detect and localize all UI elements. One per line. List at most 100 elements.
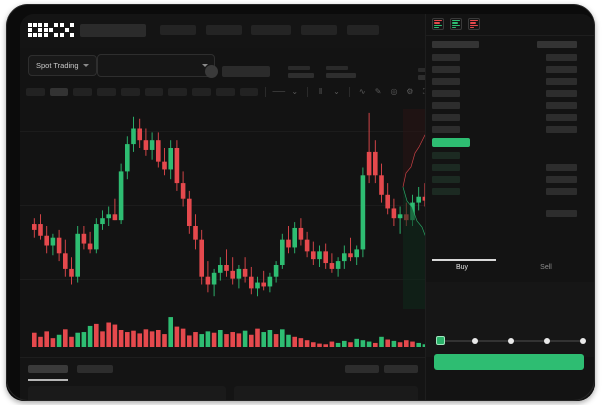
order-field-amount[interactable]	[426, 307, 595, 333]
orderbook-bid-row-2-price[interactable]	[432, 164, 460, 171]
market-type-label: Spot Trading	[36, 61, 79, 70]
ticker-stat-2-value	[326, 73, 356, 78]
chart-gridline-2	[20, 205, 425, 206]
timeframe-button-5[interactable]	[120, 87, 140, 96]
orderbook-ask-row-3-price[interactable]	[432, 78, 460, 85]
orderbook-last-price-row	[432, 138, 470, 147]
trading-pair-select[interactable]	[97, 54, 215, 77]
timeframe-button-3[interactable]	[73, 87, 93, 96]
chart-gridline-3	[20, 279, 425, 280]
orderbook-view-modes	[432, 18, 480, 30]
timeframe-button-9[interactable]	[215, 87, 235, 96]
orderbook-mode-both-icon[interactable]	[432, 18, 444, 30]
chevron-down-icon	[82, 64, 89, 67]
orderbook-ask-row-3-total	[546, 78, 577, 85]
nav-item-1[interactable]	[160, 25, 196, 35]
orderbook-ask-row-6-total	[546, 114, 577, 121]
orders-tab-1[interactable]	[28, 365, 68, 373]
order-form-tabs: Buy Sell	[426, 259, 595, 281]
orderbook-ask-row-2-price[interactable]	[432, 66, 460, 73]
orderbook-bid-row-3-total	[546, 176, 577, 183]
orders-box-1[interactable]	[28, 386, 226, 401]
indicators-icon[interactable]: ⸺	[272, 87, 286, 96]
orders-panel	[20, 357, 425, 401]
order-form-tab-underline	[432, 259, 496, 261]
orderbook-bid-row-1-price[interactable]	[432, 152, 460, 159]
chart-type-icon[interactable]: ‖	[318, 87, 323, 96]
orderbook-ask-row-6-price[interactable]	[432, 114, 460, 121]
orderbook-ask-row-7-price[interactable]	[432, 126, 460, 133]
orderbook-footer-value	[546, 210, 577, 217]
volume-histogram	[32, 317, 425, 347]
okx-logo-x	[60, 23, 74, 37]
orderbook-bid-row-2-total	[546, 164, 577, 171]
order-field-price[interactable]	[426, 282, 595, 308]
orderbook-mode-asks-icon[interactable]	[468, 18, 480, 30]
global-search-input[interactable]	[80, 24, 146, 37]
orders-action-2[interactable]	[384, 365, 418, 373]
slider-stop-25[interactable]	[472, 337, 478, 344]
tab-sell[interactable]: Sell	[540, 264, 552, 271]
toolbar-divider-1	[265, 86, 267, 97]
order-field-total[interactable]	[426, 332, 595, 357]
orderbook-ask-row-1-price[interactable]	[432, 54, 460, 61]
ticker-stat-1-label	[288, 66, 310, 70]
slider-stop-75[interactable]	[544, 337, 550, 344]
okx-logo-k	[44, 23, 58, 37]
timeframe-button-10[interactable]	[239, 87, 259, 96]
timeframe-button-1[interactable]	[26, 87, 45, 96]
market-depth-overlay	[402, 109, 425, 309]
orderbook-ask-row-1-total	[546, 54, 577, 61]
orders-tab-underline	[28, 379, 68, 381]
line-tool-icon[interactable]: ∿	[358, 87, 366, 96]
orderbook-bid-row-4-total	[546, 188, 577, 195]
submit-buy-button[interactable]	[434, 354, 584, 370]
slider-stop-100[interactable]	[580, 337, 586, 344]
chart-toolbar: ⸺ ⌄ ‖ ⌄ ∿ ✎ ◎ ⚙ ⛶	[20, 82, 431, 102]
order-amount-slider[interactable]	[436, 336, 586, 346]
market-type-dropdown[interactable]: Spot Trading	[28, 55, 97, 76]
okx-logo[interactable]	[28, 23, 74, 37]
nav-item-5[interactable]	[347, 25, 379, 35]
pencil-icon[interactable]: ✎	[374, 87, 382, 96]
alert-icon[interactable]: ◎	[390, 87, 398, 96]
toolbar-divider-3	[348, 86, 350, 97]
orderbook-bid-row-4-price[interactable]	[432, 188, 460, 195]
orders-action-1[interactable]	[345, 365, 379, 373]
timeframe-button-4[interactable]	[97, 87, 116, 96]
orderbook-ask-row-4-total	[546, 90, 577, 97]
timeframe-button-6[interactable]	[144, 87, 164, 96]
timeframe-button-7[interactable]	[168, 87, 188, 96]
tab-buy[interactable]: Buy	[455, 264, 469, 271]
orderbook-mode-bids-icon[interactable]	[450, 18, 462, 30]
settings-icon[interactable]: ⚙	[406, 87, 414, 96]
slider-stop-50[interactable]	[508, 337, 514, 344]
orderbook-header-divider	[426, 35, 595, 36]
orderbook-bid-row-3-price[interactable]	[432, 176, 460, 183]
chart-gridline-1	[20, 131, 425, 132]
ticker-stat-1	[288, 66, 314, 78]
slider-handle[interactable]	[436, 336, 445, 345]
ticker-stat-2	[326, 66, 356, 78]
orderbook-ask-row-2-total	[546, 66, 577, 73]
orders-box-2[interactable]	[234, 386, 418, 401]
orders-tab-2[interactable]	[77, 365, 113, 373]
nav-item-3[interactable]	[251, 25, 291, 35]
nav-item-4[interactable]	[301, 25, 337, 35]
chevron-down-icon	[202, 64, 208, 67]
okx-logo-o	[28, 23, 42, 37]
pair-coin-avatar	[205, 65, 218, 78]
chevron-down-icon-2[interactable]: ⌄	[333, 87, 340, 96]
toolbar-divider-2	[307, 86, 309, 97]
orderbook-header-total	[537, 41, 577, 48]
orderbook-trade-panel: Buy Sell	[425, 14, 595, 401]
chevron-down-icon[interactable]: ⌄	[291, 87, 299, 96]
timeframe-button-8[interactable]	[192, 87, 211, 96]
orderbook-ask-row-4-price[interactable]	[432, 90, 460, 97]
orderbook-ask-row-5-price[interactable]	[432, 102, 460, 109]
price-chart[interactable]	[20, 101, 425, 357]
timeframe-button-2[interactable]	[49, 87, 69, 96]
orderbook-header-price	[432, 41, 479, 48]
nav-item-2[interactable]	[206, 25, 242, 35]
